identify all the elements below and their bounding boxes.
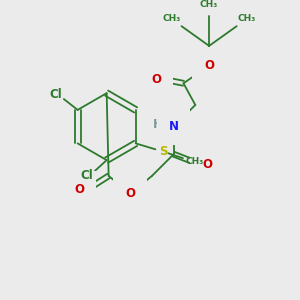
Text: O: O: [74, 183, 84, 196]
Text: S: S: [159, 145, 167, 158]
Text: CH₃: CH₃: [163, 14, 181, 23]
Text: O: O: [151, 73, 161, 86]
Text: O: O: [204, 59, 214, 72]
Text: CH₃: CH₃: [200, 0, 218, 9]
Text: H: H: [153, 118, 163, 131]
Text: O: O: [125, 187, 135, 200]
Text: O: O: [202, 158, 212, 171]
Text: CH₃: CH₃: [186, 157, 204, 166]
Text: CH₃: CH₃: [237, 14, 256, 23]
Text: N: N: [169, 120, 178, 133]
Text: Cl: Cl: [50, 88, 62, 100]
Text: Cl: Cl: [81, 169, 93, 182]
